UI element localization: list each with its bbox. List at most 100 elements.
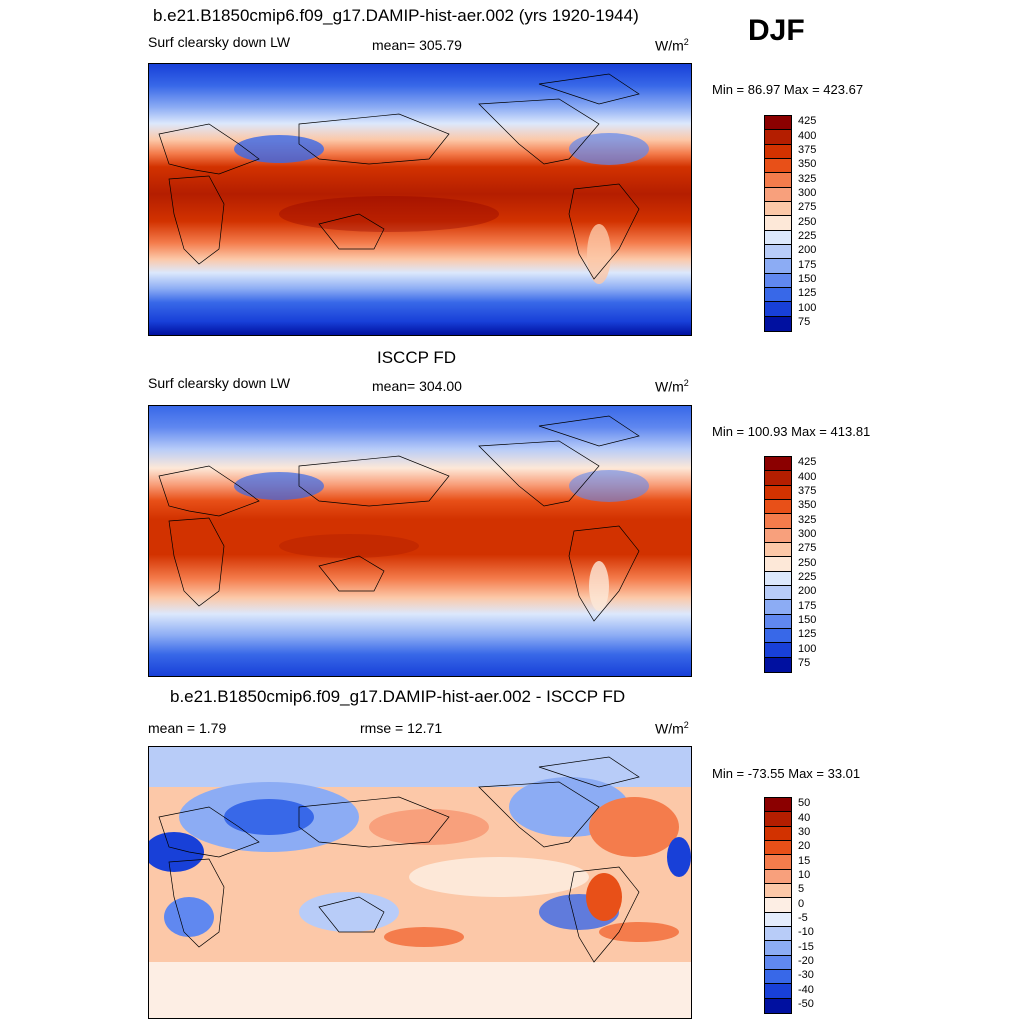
colorbar-tick-label: 0 [798,897,805,910]
colorbar-box [765,643,791,658]
colorbar-tick-label: 250 [798,556,817,569]
colorbar-tick-label: 125 [798,287,817,300]
panel1-variable-label: Surf clearsky down LW [148,34,291,50]
colorbar-tick-label: 30 [798,825,811,838]
season-label: DJF [748,14,805,47]
colorbar-box [765,585,791,601]
colorbar-box [765,259,791,274]
colorbar-box [765,812,791,827]
colorbar-box [765,187,791,202]
colorbar-box [765,855,791,870]
colorbar-box [765,571,791,586]
panel3-minmax: Min = -73.55 Max = 33.01 [712,766,861,781]
colorbar-box [765,898,791,913]
colorbar-box [765,969,791,985]
colorbar-box [765,485,791,500]
colorbar-tick-label: 150 [798,272,817,285]
colorbar-box [765,144,791,159]
colorbar-tick-label: -30 [798,969,814,982]
colorbar-box [765,614,791,629]
colorbar-box [765,883,791,899]
panel1-minmax: Min = 86.97 Max = 423.67 [712,82,864,97]
panel1-title: b.e21.B1850cmip6.f09_g17.DAMIP-hist-aer.… [153,6,639,25]
colorbar-tick-label: 40 [798,811,811,824]
colorbar-tick-label: 100 [798,301,817,314]
colorbar-box [765,287,791,303]
colorbar-tick-label: 275 [798,542,817,555]
colorbar-tick-label: 200 [798,244,817,257]
panel3-mean-label: mean = 1.79 [148,720,227,736]
colorbar-box [765,244,791,260]
colorbar-tick-label: 275 [798,201,817,214]
colorbar-tick-label: 325 [798,172,817,185]
panel1-unit-label: W/m2 [655,37,689,54]
colorbar-box [765,600,791,615]
colorbar-box [765,273,791,288]
panel2-map [148,405,692,677]
colorbar-tick-label: -15 [798,940,814,953]
panel1-map [148,63,692,336]
colorbar-box [765,230,791,245]
colorbar-box [765,201,791,217]
panel3-unit-label: W/m2 [655,720,689,737]
panel3-map [148,746,692,1019]
colorbar-tick-label: 350 [798,158,817,171]
colorbar-tick-label: 225 [798,570,817,583]
panel2-unit-label: W/m2 [655,378,689,395]
panel2-mean-label: mean= 304.00 [372,378,462,394]
colorbar-box [765,471,791,486]
colorbar-tick-label: -20 [798,954,814,967]
colorbar-tick-label: 350 [798,499,817,512]
colorbar-tick-label: 200 [798,585,817,598]
colorbar-tick-label: 225 [798,229,817,242]
colorbar-tick-label: 175 [798,258,817,271]
colorbar-box [765,912,791,927]
colorbar-tick-label: 425 [798,115,817,128]
colorbar-tick-label: 325 [798,513,817,526]
colorbar-box [765,984,791,999]
colorbar-box [765,158,791,174]
colorbar-tick-label: 50 [798,797,811,810]
colorbar-tick-label: 300 [798,186,817,199]
colorbar-tick-label: -10 [798,926,814,939]
colorbar-box [765,528,791,543]
colorbar-box [765,116,791,131]
colorbar-box [765,955,791,970]
colorbar-box [765,542,791,558]
colorbar-box [765,869,791,884]
panel2-title: ISCCP FD [377,348,457,367]
colorbar-box [765,302,791,317]
colorbar-box [765,316,791,331]
colorbar-box [765,998,791,1013]
colorbar-box [765,514,791,529]
colorbar-tick-label: 125 [798,628,817,641]
colorbar-tick-label: 75 [798,315,811,328]
panel3-title: b.e21.B1850cmip6.f09_g17.DAMIP-hist-aer.… [170,687,626,706]
panel1-mean-label: mean= 305.79 [372,37,462,53]
panel2-variable-label: Surf clearsky down LW [148,375,291,391]
colorbar-tick-label: -5 [798,911,808,924]
colorbar-box [765,826,791,841]
colorbar-tick-label: 10 [798,868,811,881]
colorbar-tick-label: 100 [798,642,817,655]
colorbar-tick-label: 300 [798,527,817,540]
colorbar-tick-label: 400 [798,129,817,142]
colorbar-box [765,457,791,472]
colorbar-box [765,798,791,813]
colorbar-box [765,557,791,572]
colorbar-tick-label: 425 [798,456,817,469]
colorbar-tick-label: -50 [798,997,814,1010]
panel3-colorbar [764,797,792,1014]
colorbar-tick-label: 400 [798,470,817,483]
colorbar-box [765,216,791,231]
colorbar-tick-label: 15 [798,854,811,867]
colorbar-tick-label: 75 [798,656,811,669]
panel2-minmax: Min = 100.93 Max = 413.81 [712,424,871,439]
colorbar-tick-label: 375 [798,143,817,156]
colorbar-tick-label: 150 [798,613,817,626]
colorbar-box [765,941,791,956]
colorbar-tick-label: 20 [798,840,811,853]
panel2-colorbar [764,456,792,673]
colorbar-tick-label: 375 [798,484,817,497]
colorbar-box [765,657,791,672]
